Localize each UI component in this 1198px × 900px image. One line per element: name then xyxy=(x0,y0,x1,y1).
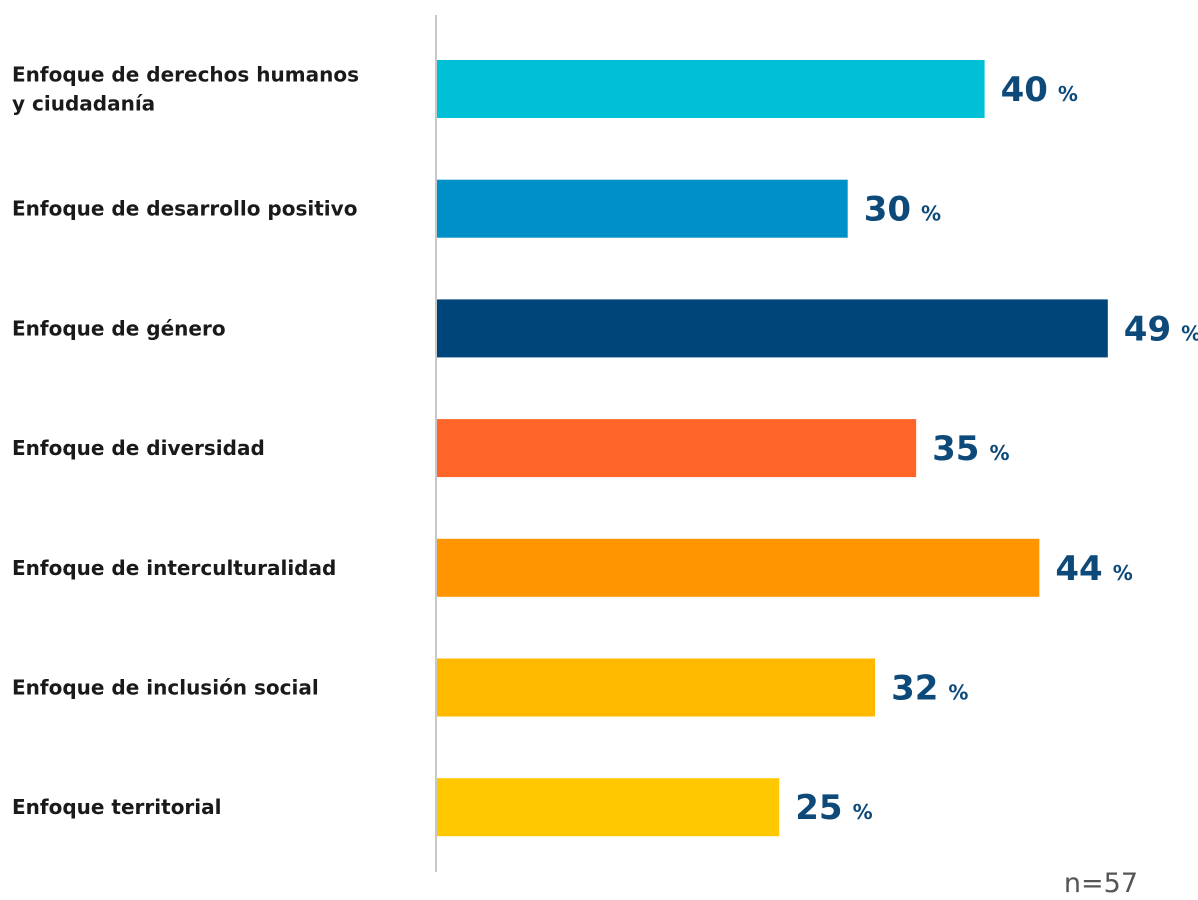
value-label-4: 35% xyxy=(932,429,1009,469)
category-label-7: Enfoque territorial xyxy=(12,795,222,819)
category-label-6: Enfoque de inclusión social xyxy=(12,676,319,700)
bar-5 xyxy=(437,538,1040,597)
value-label-7: 25% xyxy=(795,788,872,828)
value-label-6: 32% xyxy=(891,669,968,709)
category-label-4: Enfoque de diversidad xyxy=(12,436,265,460)
bar-7 xyxy=(437,778,780,837)
value-label-1: 40% xyxy=(1001,70,1078,110)
bar-6 xyxy=(437,658,876,717)
bar-2 xyxy=(437,179,848,238)
category-label-2: Enfoque de desarrollo positivo xyxy=(12,197,357,221)
sample-size-note: n=57 xyxy=(1064,868,1138,899)
bar-4 xyxy=(437,419,917,478)
category-label-5: Enfoque de interculturalidad xyxy=(12,556,336,580)
bar-1 xyxy=(437,60,985,118)
value-label-5: 44% xyxy=(1055,549,1132,589)
value-labels: 40% 30% 49% 35% 44% 32% 25% xyxy=(795,70,1198,828)
value-label-2: 30% xyxy=(864,190,941,230)
bars xyxy=(437,60,1108,837)
category-label-3: Enfoque de género xyxy=(12,316,226,340)
bar-3 xyxy=(437,299,1108,358)
category-labels: Enfoque de derechos humanos y ciudadanía E… xyxy=(12,63,359,820)
value-label-3: 49% xyxy=(1124,309,1198,349)
category-label-1: Enfoque de derechos humanos y ciudadanía xyxy=(12,63,359,116)
